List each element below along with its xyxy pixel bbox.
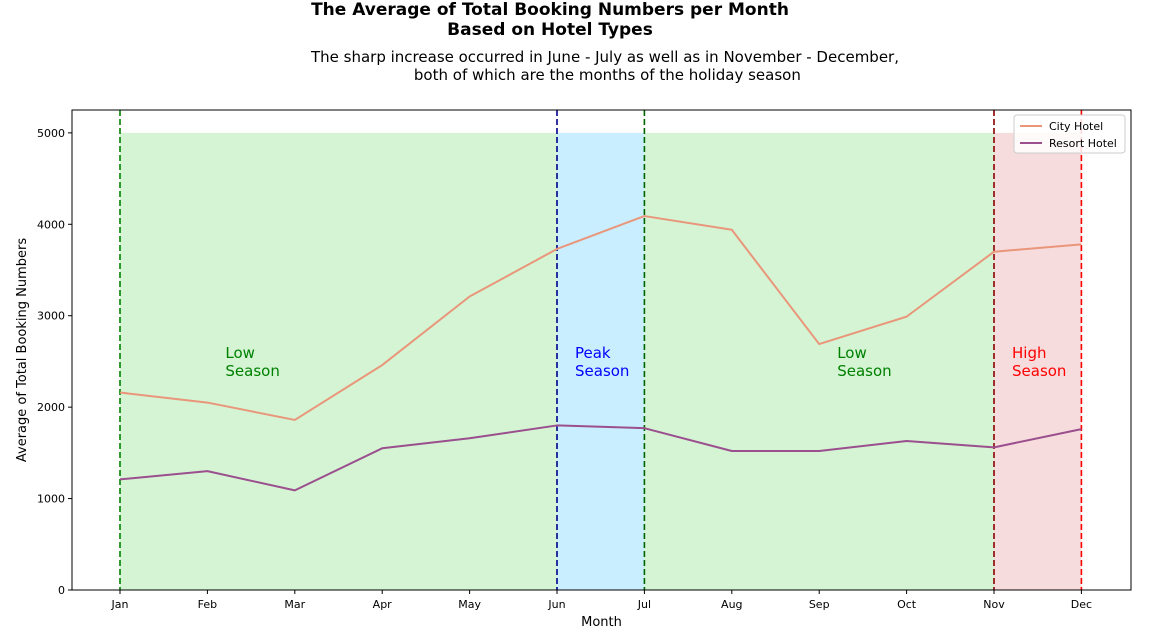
season-band-0 (120, 132, 557, 590)
x-tick-label-aug: Aug (721, 598, 742, 611)
chart-title: The Average of Total Booking Numbers per… (0, 0, 1100, 40)
legend: City Hotel Resort Hotel (1013, 114, 1126, 154)
x-tick-label-feb: Feb (198, 598, 217, 611)
x-tick-label-jul: Jul (637, 598, 651, 611)
y-tick-label-3000: 3000 (37, 310, 65, 323)
y-axis: 0 1000 2000 3000 4000 5000 (37, 127, 72, 597)
series-line-resort-hotel (119, 424, 1082, 492)
y-tick-label-0: 0 (58, 584, 65, 597)
x-tick-label-oct: Oct (897, 598, 917, 611)
x-tick-label-may: May (458, 598, 481, 611)
season-label-3: High Season (1012, 344, 1066, 380)
legend-label-city-hotel: City Hotel (1049, 120, 1103, 133)
series-lines (119, 215, 1082, 492)
y-tick-label-1000: 1000 (37, 493, 65, 506)
x-axis: Jan Feb Mar Apr May Jun Jul Aug Sep Oct Nov Dec (111, 590, 1092, 611)
x-tick-label-nov: Nov (983, 598, 1005, 611)
x-tick-label-apr: Apr (373, 598, 393, 611)
x-tick-label-sep: Sep (809, 598, 830, 611)
chart-subtitle-line-1: The sharp increase occurred in June - Ju… (311, 48, 899, 66)
x-tick-label-jan: Jan (111, 598, 129, 611)
chart-subtitle-line-2: both of which are the months of the holi… (409, 66, 801, 84)
series-line-city-hotel (119, 215, 1082, 421)
season-band-3 (994, 132, 1082, 590)
season-band-2 (644, 132, 994, 590)
season-bands (120, 132, 1082, 590)
y-tick-label-4000: 4000 (37, 218, 65, 231)
season-boundary-lines (119, 110, 1083, 590)
x-tick-label-jun: Jun (547, 598, 565, 611)
y-tick-label-2000: 2000 (37, 401, 65, 414)
season-label-2: Low Season (837, 344, 891, 380)
season-labels: Low Season Peak Season Low Season High Season (225, 344, 1066, 380)
season-label-1: Peak Season (575, 344, 629, 380)
x-tick-label-mar: Mar (284, 598, 305, 611)
season-band-1 (557, 132, 645, 590)
chart-title-line-2: Based on Hotel Types (447, 20, 653, 40)
chart-subtitle: The sharp increase occurred in June - Ju… (0, 48, 1152, 84)
y-axis-label: Average of Total Booking Numbers (15, 238, 30, 462)
y-tick-label-5000: 5000 (37, 127, 65, 140)
chart-title-line-1: The Average of Total Booking Numbers per… (311, 0, 789, 20)
x-tick-label-dec: Dec (1071, 598, 1092, 611)
plot-frame (71, 109, 1132, 591)
legend-label-resort-hotel: Resort Hotel (1049, 137, 1117, 150)
x-axis-label: Month (581, 615, 622, 630)
season-label-0: Low Season (225, 344, 279, 380)
